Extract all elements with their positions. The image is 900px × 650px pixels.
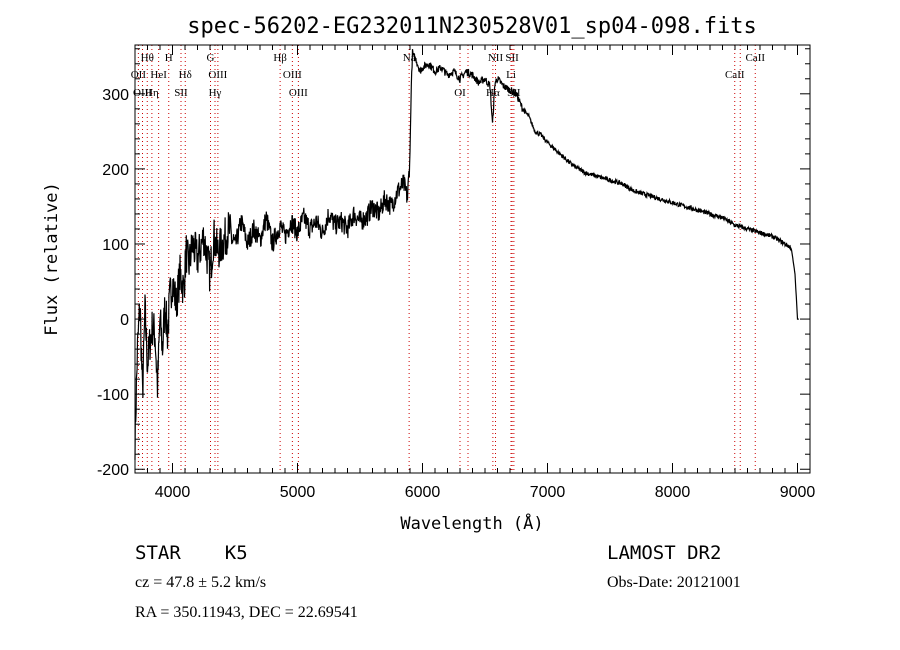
x-axis-label: Wavelength (Å) (400, 512, 543, 534)
coordinates-readout: RA = 350.11943, DEC = 22.69541 (135, 604, 358, 621)
object-class-value: STAR (135, 542, 181, 564)
line-label: Hθ (141, 52, 154, 64)
line-label: Hα (486, 87, 500, 99)
line-label: CaII (725, 69, 745, 81)
line-label: OIII (289, 87, 308, 99)
x-tick-label: 8000 (655, 484, 691, 501)
y-axis: -200 -100 0 100 200 300 (97, 48, 810, 479)
plot-frame (134, 44, 811, 474)
chart-title: spec-56202-EG232011N230528V01_sp04-098.f… (187, 14, 757, 39)
x-tick-label: 4000 (155, 484, 191, 501)
line-label: G (207, 52, 215, 64)
obs-date-readout: Obs-Date: 20121001 (607, 574, 741, 591)
line-label: SII (174, 87, 188, 99)
x-tick-label: 5000 (280, 484, 316, 501)
object-class: STAR K5 (135, 542, 248, 564)
line-label: Hδ (179, 69, 192, 81)
y-axis-label: Flux (relative) (42, 182, 62, 336)
y-tick-label: -100 (97, 387, 129, 404)
x-tick-label: 9000 (780, 484, 816, 501)
line-label: OI (454, 87, 466, 99)
x-tick-label: 7000 (530, 484, 566, 501)
survey-label: LAMOST DR2 (607, 542, 722, 564)
line-label: OIII (133, 87, 152, 99)
y-tick-label: 300 (102, 87, 129, 104)
spectrum-line (134, 49, 799, 460)
line-label: CaII (745, 52, 765, 64)
line-label: Li (506, 69, 516, 81)
x-tick-label: 6000 (405, 484, 441, 501)
line-label: SII (505, 52, 519, 64)
line-label: HeI (150, 69, 167, 81)
line-label: NII (488, 52, 504, 64)
line-label: Hβ (273, 52, 287, 64)
y-tick-label: -200 (97, 462, 129, 479)
object-subclass-value: K5 (224, 542, 248, 564)
redshift-readout: cz = 47.8 ± 5.2 km/s (135, 574, 267, 591)
line-label: H (165, 52, 173, 64)
x-axis: 4000 5000 6000 7000 8000 9000 (134, 45, 816, 501)
line-label: Hγ (209, 87, 222, 99)
y-tick-label: 100 (102, 237, 129, 254)
line-label: OIII (283, 69, 302, 81)
line-label: Hη (145, 87, 159, 99)
y-tick-label: 200 (102, 162, 129, 179)
y-tick-label: 0 (120, 312, 129, 329)
line-label: OIII (208, 69, 227, 81)
